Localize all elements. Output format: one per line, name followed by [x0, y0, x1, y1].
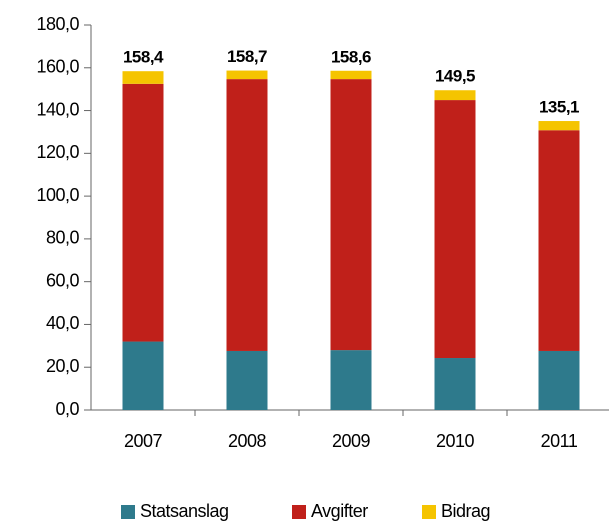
total-label-bg	[531, 97, 587, 120]
bar-segment	[538, 130, 580, 351]
total-label-bg	[115, 47, 171, 70]
total-label: 158,4	[123, 48, 164, 67]
total-label: 158,7	[227, 47, 267, 66]
x-tick-label: 2007	[124, 431, 163, 451]
y-tick-label: 120,0	[36, 142, 79, 162]
bar-segment	[538, 121, 580, 131]
legend-label: Statsanslag	[140, 501, 229, 521]
bar-segment	[122, 83, 164, 342]
total-label-bg	[323, 46, 379, 69]
legend-swatch	[422, 505, 436, 519]
x-tick-label: 2009	[332, 431, 371, 451]
bar-segment	[330, 70, 372, 80]
bar-segment	[330, 350, 372, 410]
total-label-bg	[219, 46, 275, 69]
y-tick-label: 80,0	[46, 228, 80, 248]
legend-swatch	[121, 505, 135, 519]
y-tick-label: 40,0	[46, 313, 80, 333]
legend-label: Bidrag	[441, 501, 490, 521]
total-label: 135,1	[539, 98, 579, 117]
bar-segment	[538, 350, 580, 410]
x-tick-label: 2011	[541, 431, 578, 451]
y-tick-label: 100,0	[36, 185, 79, 205]
bar-segment	[122, 341, 164, 410]
legend-label: Avgifter	[311, 501, 368, 521]
bar-segment	[226, 79, 268, 351]
total-label: 149,5	[435, 67, 475, 86]
x-tick-label: 2010	[436, 431, 475, 451]
bar-segment	[122, 71, 164, 84]
x-tick-label: 2008	[228, 431, 267, 451]
bar-segment	[434, 100, 476, 359]
total-label-bg	[427, 66, 483, 89]
y-tick-label: 140,0	[36, 99, 79, 119]
y-tick-label: 160,0	[36, 57, 79, 77]
y-tick-label: 20,0	[46, 356, 80, 376]
bar-segment	[330, 79, 372, 351]
y-tick-label: 0,0	[55, 399, 79, 419]
bar-segment	[226, 350, 268, 410]
legend-swatch	[292, 505, 306, 519]
y-tick-label: 60,0	[46, 270, 80, 290]
bar-segment	[226, 70, 268, 80]
bar-segment	[434, 358, 476, 410]
y-tick-label: 180,0	[36, 14, 79, 34]
bar-segment	[434, 90, 476, 101]
total-label: 158,6	[331, 47, 371, 66]
